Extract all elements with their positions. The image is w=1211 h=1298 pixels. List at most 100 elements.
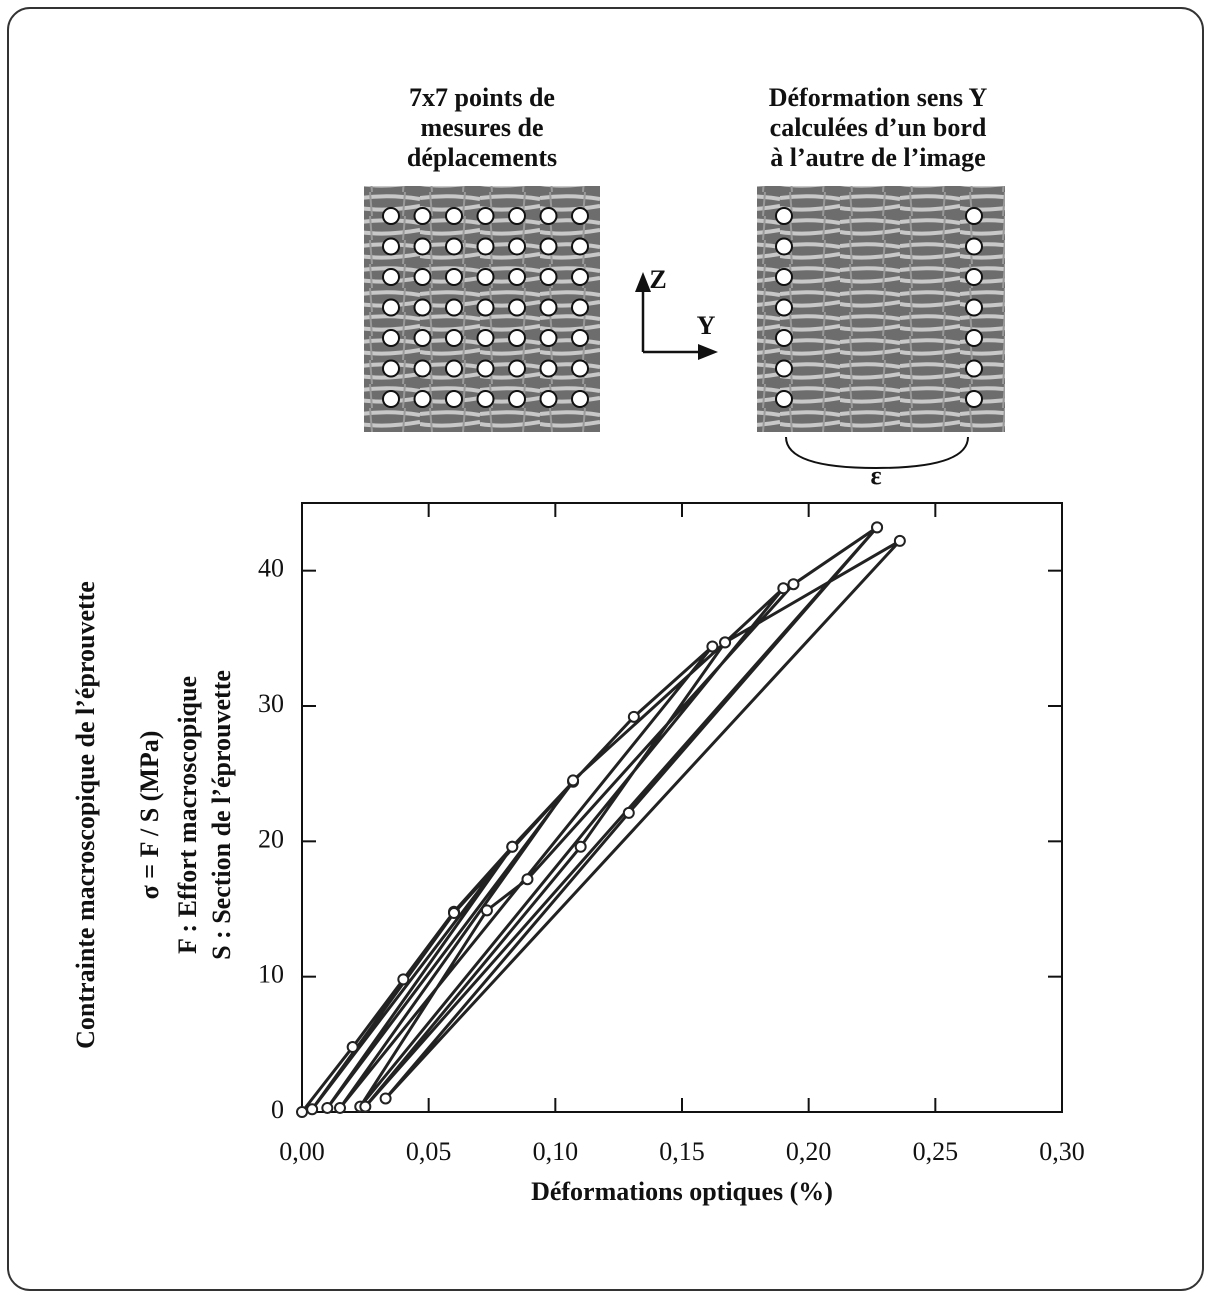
dot <box>571 298 589 317</box>
dot <box>775 298 793 317</box>
dot <box>775 329 793 347</box>
dot <box>775 207 793 225</box>
dot <box>571 268 589 286</box>
marker <box>359 1100 372 1113</box>
dot <box>965 298 983 317</box>
x-tick-label: 0,05 <box>406 1137 452 1166</box>
marker <box>321 1101 334 1114</box>
dot <box>539 298 558 317</box>
y-axis-label: σ = F / S (MPa) <box>135 731 164 900</box>
marker <box>521 873 534 886</box>
dot <box>382 207 400 225</box>
dot <box>539 268 558 286</box>
marker <box>480 904 493 917</box>
dot <box>508 390 526 408</box>
marker <box>622 806 635 819</box>
dot <box>445 207 463 225</box>
arrow-heads <box>635 272 718 360</box>
dot <box>413 207 432 225</box>
dot <box>965 359 983 378</box>
dot <box>413 390 432 408</box>
dot <box>539 359 558 378</box>
dot <box>965 390 983 408</box>
series-line <box>300 526 901 1113</box>
dot <box>382 390 400 408</box>
dot <box>413 268 432 286</box>
marker <box>893 534 906 547</box>
dot <box>571 329 589 347</box>
dot <box>476 390 495 408</box>
dot <box>775 237 793 256</box>
annotation: 7x7 points de <box>409 83 555 112</box>
dot <box>413 298 432 317</box>
dot <box>508 268 526 286</box>
dot <box>965 268 983 286</box>
dot <box>508 207 526 225</box>
marker <box>627 710 640 723</box>
marker <box>787 578 800 591</box>
marker <box>777 582 790 595</box>
dot <box>508 237 526 256</box>
x-tick-label: 0,25 <box>913 1137 959 1166</box>
annotation: Z <box>649 265 666 294</box>
x-axis-label: Déformations optiques (%) <box>531 1177 833 1206</box>
dot <box>476 359 495 378</box>
marker <box>296 1106 308 1118</box>
x-tick-label: 0,00 <box>279 1137 325 1166</box>
y-axis-label: Contrainte macroscopique de l’éprouvette <box>71 581 100 1049</box>
dot <box>508 359 526 378</box>
annotation: Y <box>697 311 716 340</box>
dot <box>413 237 432 256</box>
y-axis-label: S : Section de l’éprouvette <box>207 670 236 960</box>
dot <box>382 329 400 347</box>
annotation: calculées d’un bord <box>770 113 987 142</box>
y-tick-label: 10 <box>258 960 284 989</box>
dot <box>539 237 558 256</box>
dot <box>413 359 432 378</box>
dot <box>508 329 526 347</box>
dot <box>539 390 558 408</box>
dot <box>382 237 400 256</box>
marker <box>379 1092 392 1105</box>
dot <box>445 237 463 256</box>
dots <box>382 207 983 408</box>
image-right <box>757 186 1005 432</box>
dot <box>571 207 589 225</box>
bracket <box>785 436 969 470</box>
marker <box>306 1103 319 1116</box>
dot <box>571 390 589 408</box>
dot <box>445 359 463 378</box>
dot <box>476 298 495 317</box>
dot <box>445 329 463 347</box>
frame <box>7 7 1204 1291</box>
annotation: Déformation sens Y <box>769 83 988 112</box>
y-axis-label: F : Effort macroscopique <box>173 676 202 954</box>
annotation: déplacements <box>407 143 557 172</box>
dot <box>775 359 793 378</box>
marker <box>448 907 460 920</box>
dot <box>539 329 558 347</box>
y-tick-label: 30 <box>258 689 284 718</box>
dot <box>476 207 495 225</box>
marker <box>719 636 732 649</box>
marker <box>334 1101 346 1114</box>
dot <box>382 298 400 317</box>
x-tick-label: 0,20 <box>786 1137 832 1166</box>
dot <box>413 329 432 347</box>
dot <box>476 329 495 347</box>
dot <box>445 298 463 317</box>
dot <box>382 268 400 286</box>
marker <box>346 1041 359 1054</box>
marker <box>706 640 719 653</box>
marker <box>567 774 580 787</box>
marker <box>574 840 587 853</box>
dot <box>476 237 495 256</box>
dot <box>965 237 983 256</box>
x-tick-label: 0,30 <box>1039 1137 1085 1166</box>
dot <box>382 359 400 378</box>
y-tick-label: 40 <box>258 554 284 583</box>
dot <box>965 207 983 225</box>
dot <box>445 390 463 408</box>
dot <box>476 268 495 286</box>
y-tick-label: 0 <box>271 1095 284 1124</box>
